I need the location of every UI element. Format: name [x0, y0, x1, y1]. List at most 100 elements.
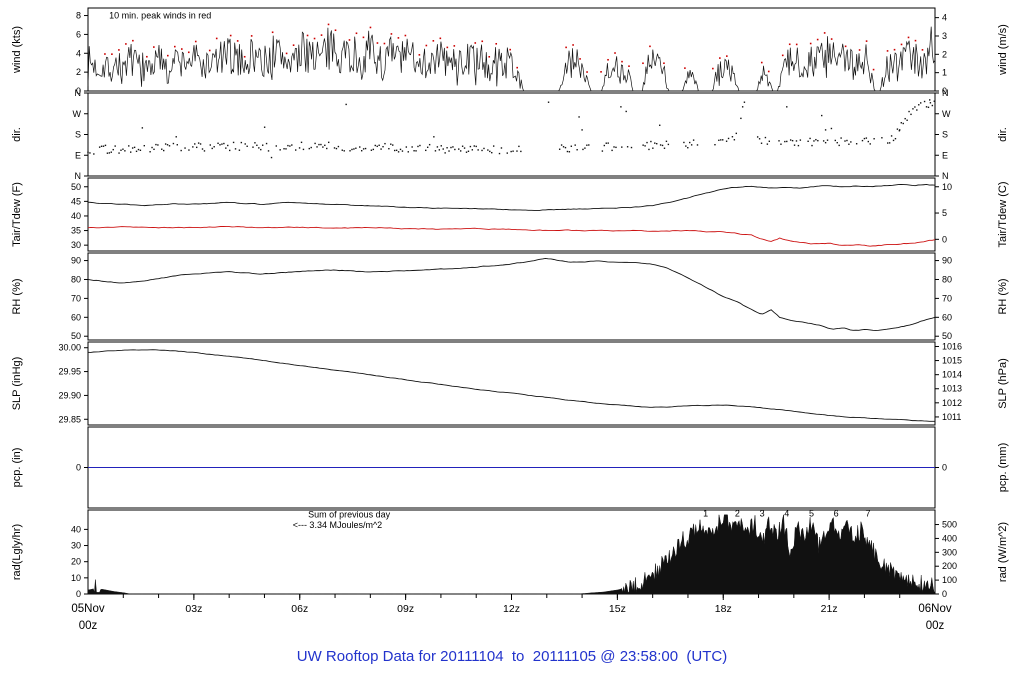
- svg-text:80: 80: [942, 274, 952, 284]
- svg-text:00z: 00z: [79, 620, 98, 632]
- svg-text:90: 90: [71, 256, 81, 266]
- svg-text:500: 500: [942, 520, 957, 530]
- svg-text:45: 45: [71, 196, 81, 206]
- svg-text:Tair/Tdew (C): Tair/Tdew (C): [997, 181, 1009, 247]
- svg-text:10: 10: [71, 573, 81, 583]
- svg-text:4: 4: [76, 48, 81, 58]
- svg-text:400: 400: [942, 533, 957, 543]
- svg-text:2: 2: [735, 508, 740, 518]
- svg-text:N: N: [942, 171, 949, 181]
- svg-text:RH (%): RH (%): [11, 278, 23, 314]
- svg-text:W: W: [73, 109, 82, 119]
- svg-text:Sum of previous day: Sum of previous day: [308, 509, 391, 519]
- svg-text:40: 40: [71, 211, 81, 221]
- panel-rh: 50 60 70 80 90 50 60 70 80 90 RH (%) RH (%): [11, 252, 1009, 341]
- svg-text:E: E: [942, 150, 948, 160]
- svg-text:N: N: [75, 88, 82, 98]
- svg-text:12z: 12z: [503, 603, 520, 615]
- svg-text:pcp. (mm): pcp. (mm): [997, 443, 1009, 493]
- svg-text:1: 1: [942, 68, 947, 78]
- svg-text:0: 0: [942, 234, 947, 244]
- svg-text:4: 4: [784, 508, 789, 518]
- svg-text:18z: 18z: [715, 603, 732, 615]
- svg-text:S: S: [942, 130, 948, 140]
- svg-text:0: 0: [942, 463, 947, 473]
- svg-text:6: 6: [76, 29, 81, 39]
- svg-text:rad (W/m^2): rad (W/m^2): [997, 522, 1009, 582]
- svg-text:8: 8: [76, 11, 81, 21]
- svg-text:40: 40: [71, 524, 81, 534]
- svg-text:2: 2: [942, 49, 947, 59]
- svg-text:0: 0: [76, 589, 81, 599]
- svg-text:S: S: [75, 130, 81, 140]
- svg-text:0: 0: [942, 86, 947, 96]
- svg-text:5: 5: [942, 208, 947, 218]
- svg-text:dir.: dir.: [997, 127, 1009, 142]
- svg-text:10 min. peak winds in red: 10 min. peak winds in red: [109, 10, 211, 20]
- plot-title: UW Rooftop Data for 20111104 to 20111105…: [296, 648, 728, 665]
- svg-text:0: 0: [76, 86, 81, 96]
- svg-text:50: 50: [942, 331, 952, 341]
- svg-text:pcp. (in): pcp. (in): [11, 448, 23, 488]
- svg-text:70: 70: [71, 293, 81, 303]
- svg-text:35: 35: [71, 226, 81, 236]
- x-axis: 03z 06z 09z 12z 15z 18z 21z 05Nov 00z 06Nov 00z: [71, 594, 952, 632]
- svg-text:dir.: dir.: [11, 127, 23, 142]
- svg-text:1016: 1016: [942, 341, 962, 351]
- svg-text:300: 300: [942, 547, 957, 557]
- svg-text:1015: 1015: [942, 356, 962, 366]
- svg-text:60: 60: [71, 312, 81, 322]
- svg-text:29.90: 29.90: [58, 390, 81, 400]
- svg-text:3: 3: [942, 31, 947, 41]
- svg-text:30: 30: [71, 541, 81, 551]
- svg-text:10: 10: [942, 182, 952, 192]
- svg-text:E: E: [75, 150, 81, 160]
- svg-text:4: 4: [942, 13, 947, 23]
- svg-text:90: 90: [942, 256, 952, 266]
- svg-text:03z: 03z: [185, 603, 202, 615]
- svg-text:70: 70: [942, 293, 952, 303]
- svg-text:wind (kts): wind (kts): [11, 26, 23, 74]
- svg-text:1014: 1014: [942, 370, 962, 380]
- svg-text:W: W: [942, 109, 951, 119]
- svg-text:30: 30: [71, 240, 81, 250]
- svg-text:N: N: [942, 88, 949, 98]
- svg-text:5: 5: [809, 508, 814, 518]
- svg-text:0: 0: [942, 589, 947, 599]
- svg-text:<--- 3.34 MJoules/m^2: <--- 3.34 MJoules/m^2: [293, 520, 383, 530]
- svg-text:21z: 21z: [821, 603, 838, 615]
- svg-text:06Nov: 06Nov: [918, 603, 951, 615]
- svg-text:1: 1: [703, 508, 708, 518]
- svg-text:SLP (hPa): SLP (hPa): [997, 358, 1009, 409]
- svg-text:50: 50: [71, 331, 81, 341]
- svg-text:100: 100: [942, 575, 957, 585]
- svg-text:RH (%): RH (%): [997, 278, 1009, 314]
- svg-text:N: N: [75, 171, 82, 181]
- svg-text:rad(Lgly/hr): rad(Lgly/hr): [11, 524, 23, 580]
- svg-text:80: 80: [71, 274, 81, 284]
- svg-text:60: 60: [942, 312, 952, 322]
- svg-text:20: 20: [71, 557, 81, 567]
- svg-text:15z: 15z: [609, 603, 626, 615]
- svg-text:05Nov: 05Nov: [71, 603, 104, 615]
- svg-text:30.00: 30.00: [58, 343, 81, 353]
- panel-temp: 30 35 40 45 50 0 5 10 Tair/Tdew (F) Tair/Tdew (C): [11, 177, 1009, 252]
- panel-wind: 0 2 4 6 8 0 1 2 3 4 wind (kts) wind (m/s) 10 min. pe…: [11, 7, 1009, 96]
- svg-text:50: 50: [71, 182, 81, 192]
- svg-text:1013: 1013: [942, 384, 962, 394]
- svg-text:SLP (inHg): SLP (inHg): [11, 357, 23, 411]
- svg-text:00z: 00z: [926, 620, 945, 632]
- svg-text:29.95: 29.95: [58, 367, 81, 377]
- svg-text:2: 2: [76, 67, 81, 77]
- panel-slp: 29.85 29.90 29.95 30.00 1011 1012 1013 1014 1015…: [11, 341, 1009, 426]
- svg-text:09z: 09z: [397, 603, 414, 615]
- svg-text:200: 200: [942, 561, 957, 571]
- svg-text:06z: 06z: [291, 603, 308, 615]
- svg-text:29.85: 29.85: [58, 414, 81, 424]
- svg-text:1011: 1011: [942, 412, 961, 422]
- panel-pcp: 0 0 pcp. (in) pcp. (mm): [11, 426, 1009, 509]
